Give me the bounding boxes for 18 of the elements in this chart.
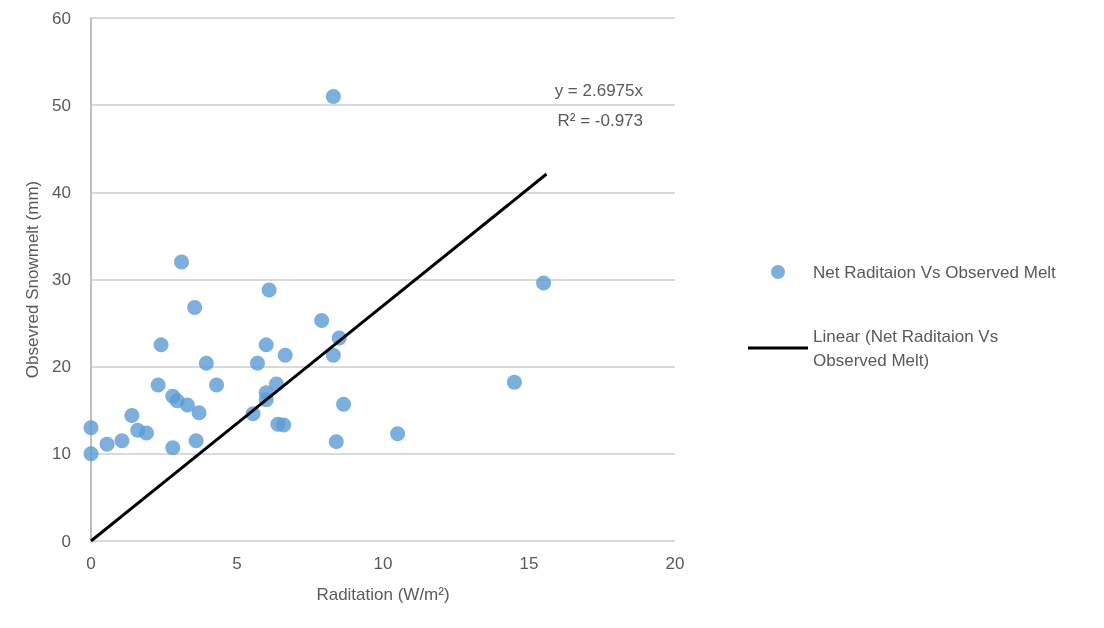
y-tick-label: 30 <box>52 270 71 289</box>
x-tick-label: 5 <box>232 554 242 573</box>
y-tick-label: 10 <box>52 444 71 464</box>
y-tick-label: 20 <box>52 357 71 377</box>
y-tick-label: 0 <box>61 531 71 551</box>
y-tick-label: 60 <box>52 8 71 28</box>
y-tick-label: 50 <box>52 95 71 115</box>
y-tick-label: 40 <box>52 182 71 202</box>
x-tick-label: 10 <box>373 554 393 573</box>
annotation: y = 2.6975x <box>554 81 644 100</box>
annotation: R² = -0.973 <box>557 111 643 130</box>
x-tick-label: 15 <box>519 554 539 573</box>
y-axis-title: Obsevred Snowmelt (mm) <box>23 180 42 379</box>
legend-label: Linear (Net Raditaion Vs Observed Melt) <box>813 326 999 370</box>
x-tick-label: 0 <box>86 554 96 573</box>
x-axis-title: Raditation (W/m²) <box>316 585 450 604</box>
legend-label: Net Raditaion Vs Observed Melt <box>813 262 1057 282</box>
x-tick-label: 20 <box>665 554 685 573</box>
